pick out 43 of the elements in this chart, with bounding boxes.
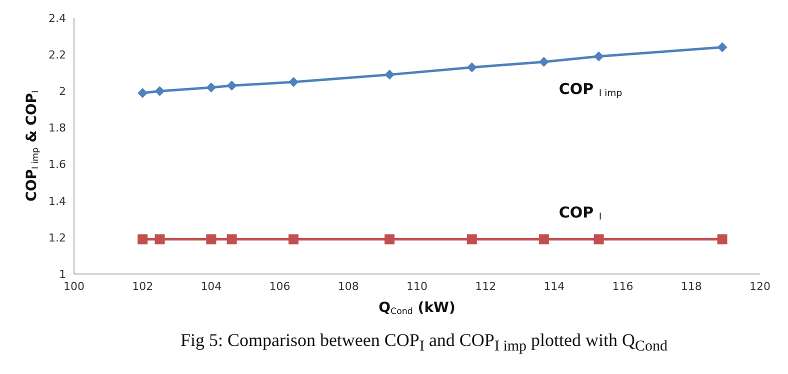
point [594, 234, 604, 244]
point [288, 234, 299, 244]
y-tick-label: 1.2 [48, 231, 66, 244]
y-tick-label: 2 [59, 85, 66, 98]
point [138, 234, 148, 244]
y-tick-label: 1.4 [48, 194, 66, 208]
y-tick-label: 2.4 [48, 12, 66, 25]
series-label: COP $_{I}$ [558, 203, 602, 223]
point [384, 70, 395, 80]
caption: Fig 5: Comparison between COP$_{I}$ and COP$_{I imp}$ plotted with Q$_{Cond}$ [179, 330, 669, 356]
point [206, 82, 216, 92]
x-tick-label: 104 [200, 280, 222, 293]
point [154, 234, 165, 244]
point [717, 234, 728, 244]
x-tick-label: 108 [338, 280, 359, 293]
point [717, 42, 728, 52]
x-tick-label: 118 [680, 280, 702, 293]
point [206, 234, 216, 244]
y-tick-label: 1.8 [48, 122, 66, 135]
point [594, 51, 604, 62]
point [538, 56, 549, 67]
series-label: COP $_{I imp}$ [558, 80, 622, 100]
x-axis-title: Q$_{Cond}$ (kW) [378, 300, 456, 318]
y-tick-label: 2.2 [48, 48, 66, 62]
point [466, 62, 477, 72]
x-tick-label: 120 [750, 280, 770, 293]
x-tick-label: 110 [406, 280, 428, 293]
point [226, 234, 237, 244]
y-tick-label: 1.6 [48, 158, 66, 172]
x-tick-label: 106 [269, 280, 290, 293]
point [138, 88, 148, 98]
point [384, 234, 395, 244]
x-tick-label: 100 [64, 280, 84, 293]
y-tick-label: 1 [59, 268, 66, 281]
x-tick-label: 116 [612, 280, 634, 293]
point [288, 77, 299, 87]
point [538, 234, 549, 244]
point [226, 80, 237, 91]
x-tick-label: 102 [132, 280, 154, 293]
x-tick-label: 112 [475, 280, 496, 293]
point [154, 86, 165, 96]
x-tick-label: 114 [544, 280, 565, 293]
point [466, 234, 477, 244]
